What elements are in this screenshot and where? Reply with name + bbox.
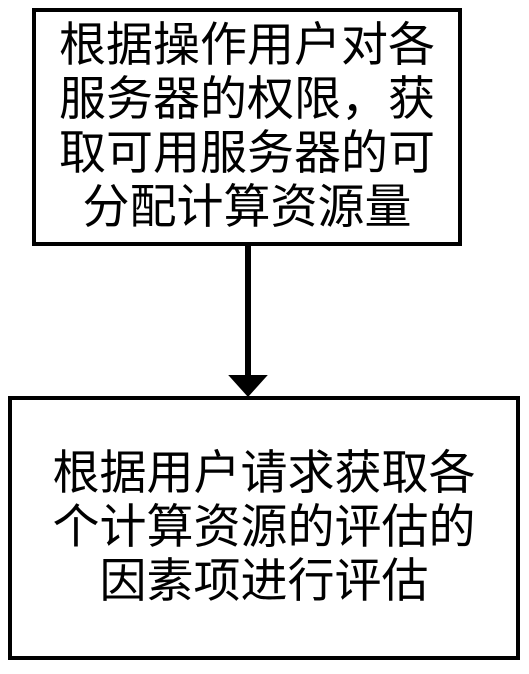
flowchart-node-1-text: 根据操作用户对各 服务器的权限，获 取可用服务器的可 分配计算资源量 [59,19,435,235]
flowchart-node-2: 根据用户请求获取各 个计算资源的评估的 因素项进行评估 [8,396,520,660]
flowchart-arrow-1 [225,246,271,398]
flowchart-node-2-text: 根据用户请求获取各 个计算资源的评估的 因素项进行评估 [53,447,476,609]
flowchart-node-1: 根据操作用户对各 服务器的权限，获 取可用服务器的可 分配计算资源量 [32,8,462,246]
flowchart-canvas: 根据操作用户对各 服务器的权限，获 取可用服务器的可 分配计算资源量 根据用户请… [0,0,529,674]
